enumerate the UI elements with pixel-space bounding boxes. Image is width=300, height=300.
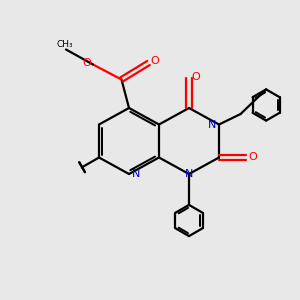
Text: O: O [151, 56, 160, 67]
Text: CH₃: CH₃ [56, 40, 73, 49]
Text: O: O [191, 71, 200, 82]
Text: O: O [82, 58, 91, 68]
Text: N: N [208, 119, 217, 130]
Text: O: O [248, 152, 257, 163]
Text: N: N [131, 169, 140, 179]
Text: N: N [185, 169, 193, 179]
